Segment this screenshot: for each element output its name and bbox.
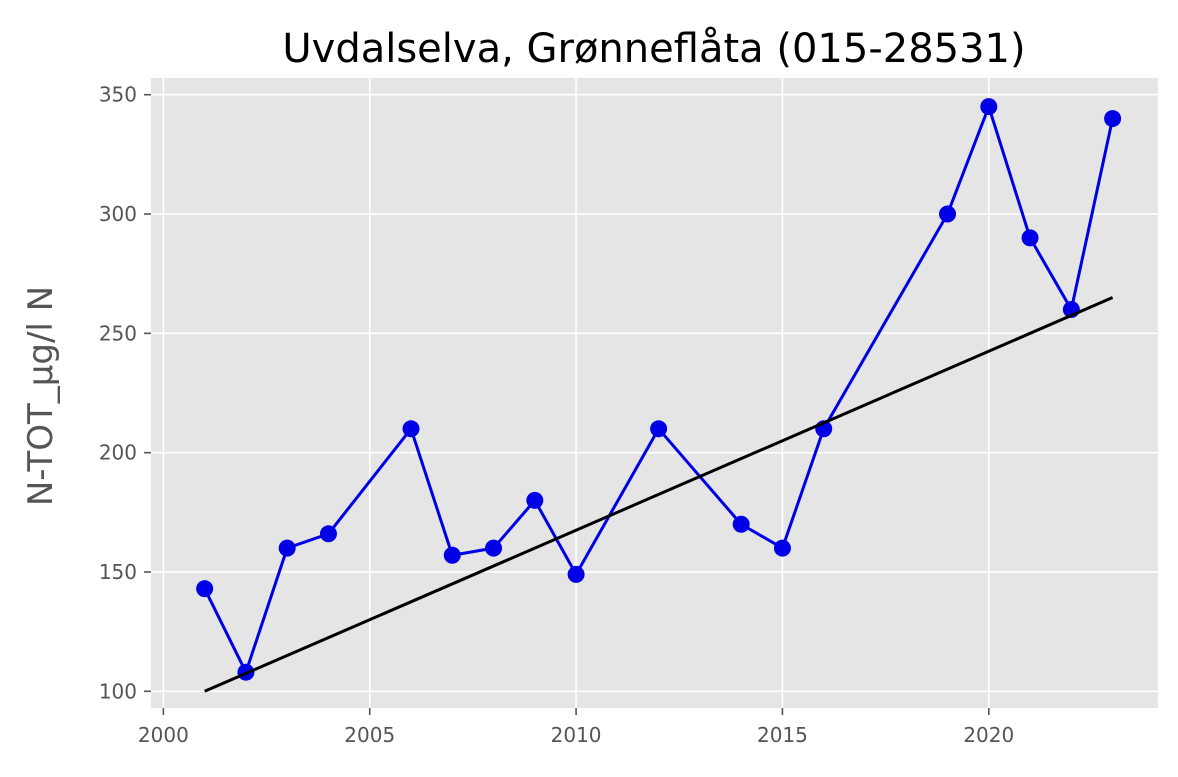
series-layer [196,98,1122,693]
y-tick-label: 200 [99,441,137,465]
data-point [567,565,585,583]
data-point [1104,110,1122,128]
data-point [443,546,461,564]
x-tick-label: 2015 [757,723,808,747]
trend-line-path [204,296,1114,693]
data-point [278,539,296,557]
plot-area [151,78,1158,708]
y-tick-label: 350 [99,83,137,107]
data-point [319,525,337,543]
x-tick-label: 2000 [138,723,189,747]
x-tick-label: 2020 [963,723,1014,747]
y-axis-label: N-TOT_µg/l N [21,286,61,506]
trend-line [204,296,1114,693]
grid-lines [151,78,1158,708]
data-point [526,491,544,509]
y-tick-label: 100 [99,679,137,703]
chart-title: Uvdalselva, Grønneflåta (015-28531) [282,26,1025,72]
x-tick-label: 2005 [344,723,395,747]
y-tick-label: 150 [99,560,137,584]
data-point [773,539,791,557]
data-point [1021,229,1039,247]
data-point [732,515,750,533]
y-tick-label: 250 [99,321,137,345]
axes: 2000 2005 2010 2015 2020 100 150 200 250 300 350 [99,83,1014,747]
data-point [980,98,998,116]
x-tick-label: 2010 [551,723,602,747]
data-point [402,420,420,438]
data-point [485,539,503,557]
data-point [196,580,214,598]
y-tick-label: 300 [99,202,137,226]
data-point [650,420,668,438]
data-point [939,205,957,223]
